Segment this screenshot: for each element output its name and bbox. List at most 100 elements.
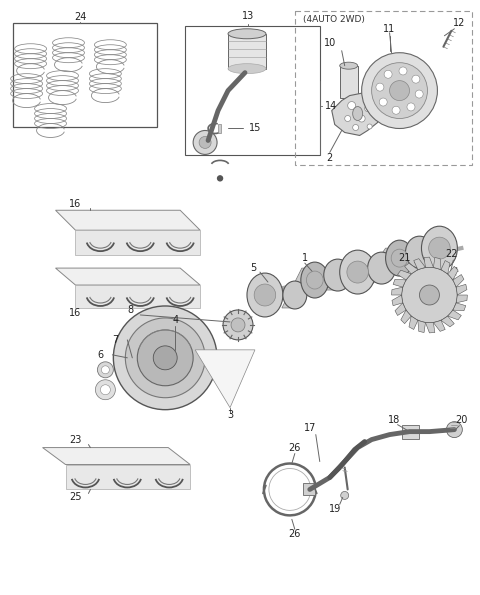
Polygon shape [456,284,467,295]
Polygon shape [393,279,406,287]
Circle shape [137,330,193,386]
Ellipse shape [421,226,457,270]
Polygon shape [43,447,190,465]
Text: 4: 4 [172,315,178,325]
Text: 7: 7 [112,335,119,345]
Polygon shape [441,261,450,274]
Text: 6: 6 [97,350,104,360]
Bar [340,65,358,98]
Ellipse shape [353,107,363,121]
Polygon shape [405,263,418,274]
Polygon shape [56,268,200,285]
Circle shape [101,366,109,374]
Circle shape [392,107,400,114]
Bar [218,124,221,133]
Circle shape [341,491,348,499]
Ellipse shape [385,240,413,276]
Text: 14: 14 [325,101,337,111]
Text: 11: 11 [384,24,396,34]
Text: 16: 16 [69,199,82,209]
Ellipse shape [228,64,266,74]
Bar [295,11,472,165]
Polygon shape [409,316,418,330]
Polygon shape [448,267,458,280]
Polygon shape [392,295,403,306]
Text: 26: 26 [288,530,301,539]
Ellipse shape [368,252,396,284]
Circle shape [153,346,177,369]
Bar [303,484,315,496]
Polygon shape [322,262,354,290]
Text: 5: 5 [250,263,256,273]
Text: 18: 18 [388,415,401,425]
Circle shape [231,318,245,332]
Ellipse shape [429,237,450,259]
Circle shape [97,362,113,378]
Text: 19: 19 [329,505,341,515]
Polygon shape [404,240,437,265]
Polygon shape [361,248,397,283]
Circle shape [376,83,384,91]
Text: 2: 2 [326,154,333,164]
Circle shape [407,103,415,111]
Text: (4AUTO 2WD): (4AUTO 2WD) [303,15,365,24]
Circle shape [223,310,253,340]
Polygon shape [448,310,461,320]
Text: 23: 23 [69,434,82,444]
Bar [228,34,266,68]
Ellipse shape [301,262,329,298]
Ellipse shape [254,284,276,306]
Polygon shape [453,303,466,311]
Circle shape [412,75,420,83]
Circle shape [384,70,392,79]
Circle shape [420,285,439,305]
Polygon shape [397,270,411,280]
Circle shape [358,115,365,122]
Circle shape [402,267,457,323]
Text: 13: 13 [242,11,254,21]
Circle shape [446,422,462,437]
Ellipse shape [306,271,323,289]
Polygon shape [441,316,454,327]
Polygon shape [75,230,200,255]
Circle shape [217,176,223,181]
Circle shape [379,98,387,106]
Ellipse shape [324,259,352,291]
Polygon shape [282,268,314,308]
Circle shape [372,62,428,118]
Polygon shape [65,465,190,490]
Polygon shape [456,295,468,303]
Polygon shape [56,210,200,230]
Circle shape [345,115,351,121]
Ellipse shape [228,29,266,39]
Circle shape [399,67,407,75]
Text: 3: 3 [227,410,233,419]
Ellipse shape [347,261,369,283]
Polygon shape [424,257,433,267]
Polygon shape [332,93,380,136]
Polygon shape [453,274,464,287]
Text: 26: 26 [288,443,301,453]
Polygon shape [425,322,435,333]
Polygon shape [392,287,403,295]
Bar [12,23,157,127]
Ellipse shape [340,250,376,294]
Polygon shape [418,320,425,333]
Text: 16: 16 [69,308,82,318]
Polygon shape [401,310,411,324]
Text: 21: 21 [398,253,411,263]
Text: 10: 10 [324,37,336,48]
Text: 12: 12 [453,18,466,28]
Ellipse shape [406,236,433,268]
Polygon shape [75,285,200,308]
Bar [402,425,420,439]
Text: 8: 8 [127,305,133,315]
Circle shape [415,90,423,98]
Circle shape [390,81,409,101]
Polygon shape [414,259,425,270]
Text: 22: 22 [445,249,457,259]
Bar [185,26,320,155]
Ellipse shape [247,273,283,317]
Polygon shape [433,320,445,331]
Ellipse shape [391,249,408,267]
